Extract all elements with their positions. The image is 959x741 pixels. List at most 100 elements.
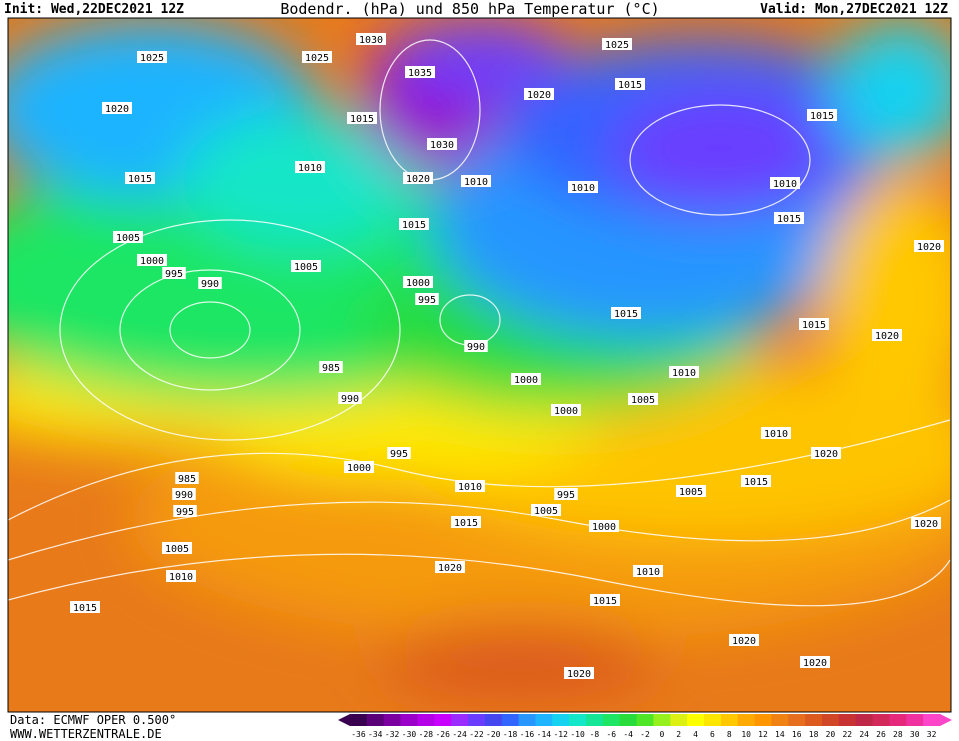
scale-swatch <box>687 714 705 726</box>
isobar-label: 1010 <box>672 368 696 379</box>
isobar-label-box <box>761 427 791 439</box>
valid-time: Valid: Mon,27DEC2021 12Z <box>760 2 948 17</box>
isobar-label-box <box>551 404 581 416</box>
isobar-label-box <box>162 267 186 279</box>
scale-label: -2 <box>640 730 650 739</box>
scale-label: 8 <box>727 730 732 739</box>
map-frame <box>7 17 952 713</box>
isobar-label-box <box>172 488 196 500</box>
scale-label: -26 <box>435 730 450 739</box>
isobar-label-box <box>125 172 155 184</box>
scale-swatch <box>822 714 840 726</box>
scale-label: 20 <box>826 730 836 739</box>
init-time: Init: Wed,22DEC2021 12Z <box>4 2 184 17</box>
isobar-label-box <box>676 485 706 497</box>
isobar-label: 1020 <box>803 658 827 669</box>
isobar-label-box <box>872 329 902 341</box>
isobar-label-box <box>669 366 699 378</box>
isobar-label-box <box>461 175 491 187</box>
isobar-label-box <box>291 260 321 272</box>
isobar-label: 1005 <box>294 262 318 273</box>
isobar-label: 1000 <box>514 375 538 386</box>
isobar-label-box <box>427 138 457 150</box>
scale-label: 22 <box>842 730 852 739</box>
website: WWW.WETTERZENTRALE.DE <box>10 727 162 741</box>
isobar-label: 1015 <box>744 477 768 488</box>
scale-label: 10 <box>741 730 751 739</box>
scale-label: -18 <box>503 730 518 739</box>
scale-label: -6 <box>606 730 616 739</box>
isobar-label-box <box>455 480 485 492</box>
isobar-label-box <box>811 447 841 459</box>
isobar-label-box <box>387 447 411 459</box>
isobar-label: 1020 <box>917 242 941 253</box>
scale-swatch <box>788 714 806 726</box>
isobar-label-box <box>554 488 578 500</box>
isobar-label: 1000 <box>347 463 371 474</box>
isobar-label: 1010 <box>169 572 193 583</box>
isobar-label-box <box>162 542 192 554</box>
isobar-label-box <box>198 277 222 289</box>
isobar-label-box <box>302 51 332 63</box>
isobar-label-box <box>633 565 663 577</box>
scale-swatch <box>484 714 503 726</box>
scale-swatch <box>586 714 604 726</box>
isobar-label: 1000 <box>554 406 578 417</box>
scale-swatch <box>417 714 435 726</box>
isobar-label: 1030 <box>359 35 383 46</box>
isobar-label-box <box>524 88 554 100</box>
isobar-label: 1010 <box>764 429 788 440</box>
isobar-label: 1035 <box>408 68 432 79</box>
data-source: Data: ECMWF OPER 0.500° <box>10 713 176 727</box>
scale-label: 18 <box>809 730 819 739</box>
isobar-label: 990 <box>341 394 359 405</box>
isobar-label: 1010 <box>464 177 488 188</box>
isobar-label: 1010 <box>571 183 595 194</box>
isobar-label-box <box>741 475 771 487</box>
scale-label: -14 <box>537 730 552 739</box>
isobar-label-box <box>70 601 100 613</box>
scale-swatch <box>704 714 722 726</box>
scale-swatch <box>366 714 385 726</box>
isobar-label: 1005 <box>116 233 140 244</box>
scale-label: 12 <box>758 730 768 739</box>
scale-swatch <box>872 714 890 726</box>
scale-label: -20 <box>486 730 501 739</box>
isobar-label: 1015 <box>810 111 834 122</box>
isobar-label: 1005 <box>534 506 558 517</box>
isobar-label-box <box>113 231 143 243</box>
isobar-label: 995 <box>418 295 436 306</box>
scale-label: 16 <box>792 730 802 739</box>
isobar-label: 990 <box>201 279 219 290</box>
isobar-label: 1015 <box>73 603 97 614</box>
scale-swatch <box>720 714 739 726</box>
scale-swatch <box>602 714 621 726</box>
isobar-label-box <box>173 505 197 517</box>
isobar-label: 1015 <box>402 220 426 231</box>
isobar-label: 1015 <box>777 214 801 225</box>
isobar-label-box <box>464 340 488 352</box>
scale-label: 24 <box>859 730 869 739</box>
scale-swatch <box>653 714 671 726</box>
isobar-label-box <box>564 667 594 679</box>
scale-swatch <box>906 714 924 726</box>
scale-swatch <box>350 714 368 726</box>
isobar-label-box <box>405 66 435 78</box>
scale-swatch <box>636 714 654 726</box>
isobar-label: 995 <box>390 449 408 460</box>
scale-label: -36 <box>351 730 366 739</box>
scale-label: -16 <box>520 730 535 739</box>
isobar-label: 1015 <box>614 309 638 320</box>
scale-label: 0 <box>659 730 664 739</box>
isobar-label: 1000 <box>592 522 616 533</box>
scale-swatch <box>838 714 857 726</box>
isobar-label-box <box>451 516 481 528</box>
isobar-label: 1020 <box>527 90 551 101</box>
isobar-label: 1020 <box>875 331 899 342</box>
isobar-label-box <box>175 472 199 484</box>
isobar-label: 1000 <box>406 278 430 289</box>
scale-arrow-left <box>338 714 350 726</box>
scale-label: 30 <box>910 730 920 739</box>
